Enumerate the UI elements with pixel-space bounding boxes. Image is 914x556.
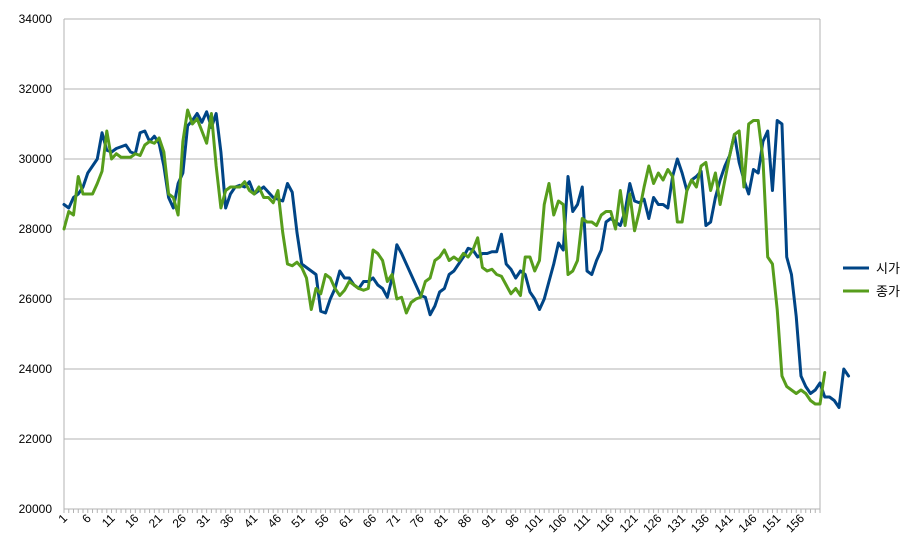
y-tick-label: 24000 [19,362,53,376]
y-axis: 20000 22000 24000 26000 28000 30000 32000 34000 [19,12,53,516]
x-tick-label: 156 [783,511,807,535]
x-tick-label: 41 [241,511,261,531]
x-tick-label: 11 [99,511,118,530]
x-tick-label: 96 [502,511,522,531]
x-tick-label: 6 [79,511,94,526]
y-tick-label: 32000 [19,82,53,96]
x-tick-label: 66 [360,511,380,531]
x-tick-label: 61 [336,511,356,531]
x-tick-label: 126 [640,511,664,535]
y-tick-label: 34000 [19,12,53,26]
y-tick-label: 26000 [19,292,53,306]
x-tick-label: 136 [688,511,712,535]
grid-lines [63,18,821,510]
legend-label: 종가 [876,284,900,299]
x-tick-label: 141 [712,511,736,535]
x-tick-label: 51 [289,511,309,531]
x-tick-label: 71 [384,511,404,531]
y-tick-label: 28000 [19,222,53,236]
series-line-2 [62,108,827,406]
x-tick-label: 21 [146,511,166,531]
x-tick-label: 111 [570,511,593,534]
x-tick-label: 106 [545,511,569,535]
x-tick-label: 146 [735,511,759,535]
x-tick-label: 121 [617,511,641,535]
x-tick-label: 76 [407,511,427,531]
x-tick-label: 151 [759,511,783,535]
x-axis: 1 6 11 16 21 26 31 36 41 46 51 56 61 66 71 76 81 86 91 96 10… [55,509,821,535]
y-tick-label: 20000 [19,502,53,516]
x-tick-label: 101 [522,511,546,535]
x-tick-label: 16 [122,511,142,531]
x-tick-label: 91 [479,511,499,531]
y-tick-label: 30000 [19,152,53,166]
x-tick-label: 46 [265,511,285,531]
x-tick-label: 131 [664,511,688,535]
y-tick-label: 22000 [19,432,53,446]
x-tick-label: 86 [455,511,475,531]
x-tick-label: 1 [55,511,70,526]
series-layer [62,108,851,409]
x-tick-label: 26 [170,511,190,531]
x-tick-label: 36 [217,511,237,531]
x-tick-label: 56 [312,511,332,531]
x-tick-label: 116 [593,511,617,535]
legend-label: 시가 [876,261,900,276]
x-tick-label: 81 [431,511,451,531]
x-tick-label: 31 [193,511,213,531]
